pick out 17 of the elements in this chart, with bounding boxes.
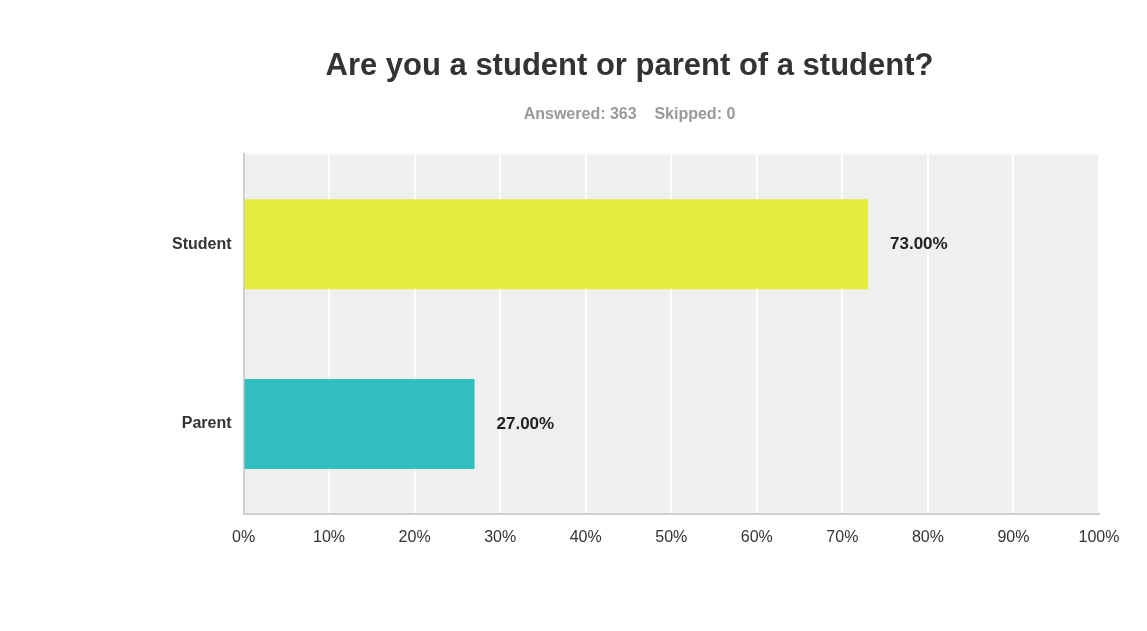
x-tick-label: 60%: [740, 527, 773, 545]
chart-title: Are you a student or parent of a student?: [325, 47, 934, 83]
chart-subtitle: Answered: 363 Skipped: 0: [523, 105, 736, 123]
x-tick-label: 20%: [398, 527, 431, 545]
x-tick-label: 70%: [826, 527, 859, 545]
x-tick-label: 50%: [655, 527, 688, 545]
x-tick-label: 100%: [1078, 527, 1120, 545]
x-tick-label: 90%: [997, 527, 1030, 545]
x-tick-label: 10%: [313, 527, 346, 545]
x-tick-label: 0%: [231, 527, 256, 545]
y-tick-label: Student: [172, 234, 233, 252]
data-label: 27.00%: [496, 413, 555, 433]
x-tick-label: 30%: [484, 527, 517, 545]
x-tick-label: 40%: [569, 527, 602, 545]
x-tick-label: 80%: [911, 527, 944, 545]
data-label: 73.00%: [890, 233, 948, 253]
y-tick-label: Parent: [181, 414, 233, 432]
